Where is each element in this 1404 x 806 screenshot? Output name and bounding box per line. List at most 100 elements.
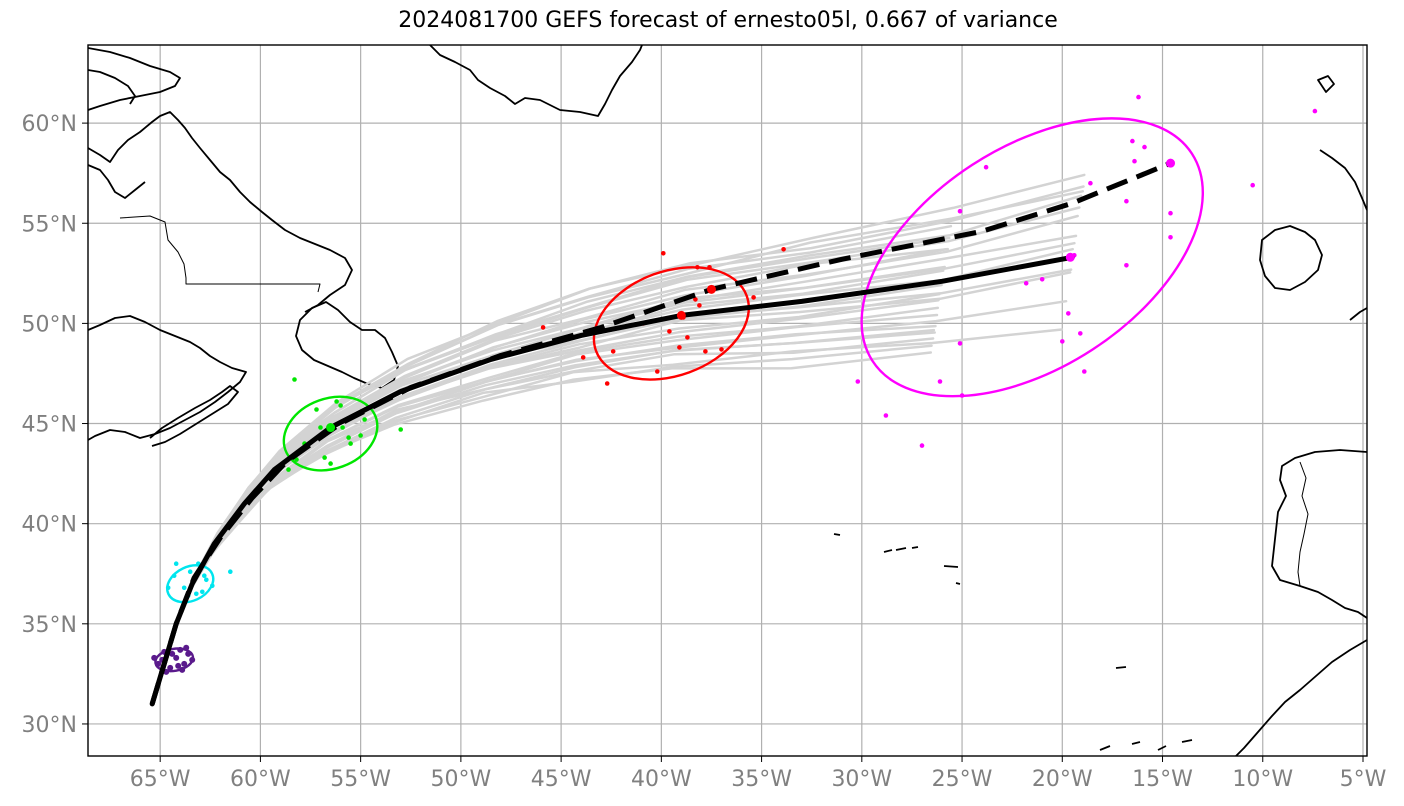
member-position-point <box>1132 158 1137 164</box>
coast-madeira <box>1115 666 1127 669</box>
member-position-point <box>189 656 196 663</box>
lat-tick-label: 60°N <box>22 112 77 137</box>
lon-tick-label: 65°W <box>130 767 191 792</box>
member-position-point <box>1312 108 1318 114</box>
lat-tick-label: 35°N <box>22 613 77 638</box>
member-position-point <box>677 345 682 350</box>
lon-tick-label: 55°W <box>330 767 391 792</box>
lat-tick-label: 30°N <box>22 713 77 738</box>
member-position-point <box>751 295 756 300</box>
member-position-point <box>655 369 660 374</box>
member-position-point <box>175 662 182 669</box>
coast-azores-1 <box>833 533 841 536</box>
ensemble-track <box>150 283 943 706</box>
coast-iberia <box>1271 449 1367 619</box>
member-position-point <box>959 393 965 398</box>
member-position-point <box>697 303 702 308</box>
member-position-point <box>580 355 586 360</box>
member-position-point <box>719 347 724 352</box>
member-position-point <box>1124 198 1129 204</box>
lat-tick-label: 40°N <box>22 513 77 538</box>
member-position-point <box>1168 210 1173 216</box>
group-centroid-marker <box>676 310 686 320</box>
ensemble-track <box>150 337 935 706</box>
member-position-point <box>292 377 297 382</box>
axis-ticks: 65°W 60°W 55°W 50°W 45°W 40°W 35°W 30°W 25°W 20°W… <box>22 112 1387 792</box>
member-position-point <box>667 329 672 334</box>
member-position-point <box>187 569 193 574</box>
member-position-point <box>604 381 610 386</box>
member-position-point <box>200 589 205 595</box>
member-position-point <box>196 561 201 566</box>
lon-tick-label: 60°W <box>230 767 291 792</box>
lon-tick-label: 25°W <box>932 767 993 792</box>
member-position-point <box>181 585 187 591</box>
member-position-point <box>685 335 690 340</box>
uncertainty-ellipse <box>860 117 1205 398</box>
member-position-point <box>294 457 299 462</box>
ensemble-track <box>150 351 933 706</box>
member-position-point <box>1124 263 1129 268</box>
group-centroid-marker <box>1166 158 1176 168</box>
plot-frame <box>87 44 1368 757</box>
coast-azores-2 <box>883 546 919 553</box>
ensemble-tracks <box>150 173 1086 706</box>
lat-tick-label: 45°N <box>22 413 77 438</box>
member-position-point <box>322 455 327 460</box>
member-position-point <box>883 413 889 418</box>
member-position-point <box>1078 331 1083 336</box>
member-position-point <box>346 435 351 440</box>
member-position-point <box>1142 144 1147 150</box>
border-portugal <box>1297 461 1309 587</box>
member-position-point <box>171 573 177 578</box>
ensemble-track <box>150 324 937 706</box>
group-centroid-marker <box>1065 252 1075 262</box>
member-position-point <box>610 349 616 354</box>
member-position-point <box>919 443 925 448</box>
group-centroid-marker <box>326 423 336 433</box>
member-position-point <box>328 461 333 466</box>
member-position-point <box>185 650 192 657</box>
member-position-point <box>179 666 186 673</box>
member-positions <box>151 94 1318 675</box>
lon-tick-label: 10°W <box>1232 767 1293 792</box>
group-centroid-marker <box>706 284 716 294</box>
member-position-point <box>703 349 708 354</box>
member-position-point <box>695 265 700 270</box>
grid-lines <box>88 45 1367 756</box>
member-position-point <box>1168 235 1173 240</box>
member-position-point <box>210 583 215 589</box>
member-position-point <box>983 164 989 170</box>
member-position-point <box>707 265 712 270</box>
member-position-point <box>693 297 698 302</box>
member-position-point <box>1039 277 1045 282</box>
uncertainty-ellipse <box>592 266 751 381</box>
coast-greenland <box>429 45 643 117</box>
member-position-point <box>957 341 963 346</box>
lon-tick-label: 40°W <box>631 767 692 792</box>
member-position-point <box>398 427 404 432</box>
lon-tick-label: 30°W <box>831 767 892 792</box>
coast-ireland <box>1259 225 1323 291</box>
member-position-point <box>165 585 171 591</box>
ensemble-track <box>150 331 936 706</box>
coast-canaries <box>1099 739 1193 751</box>
member-position-point <box>1023 281 1029 286</box>
coast-gulf <box>88 315 247 441</box>
chart-title: 2024081700 GEFS forecast of ernesto05l, … <box>398 8 1058 33</box>
member-position-point <box>167 664 174 671</box>
member-position-point <box>318 425 323 430</box>
member-position-point <box>540 325 546 330</box>
lon-tick-label: 5°W <box>1340 767 1387 792</box>
member-position-point <box>194 591 199 597</box>
member-position-point <box>155 660 162 667</box>
member-position-point <box>661 251 666 256</box>
member-position-point <box>781 247 786 252</box>
member-position-point <box>338 403 343 408</box>
coast-morocco <box>1235 639 1367 756</box>
coast-scotland-isles <box>1317 75 1335 93</box>
uncertainty-ellipse <box>282 395 379 472</box>
member-position-point <box>1066 311 1071 316</box>
coast-labrador <box>88 111 353 313</box>
